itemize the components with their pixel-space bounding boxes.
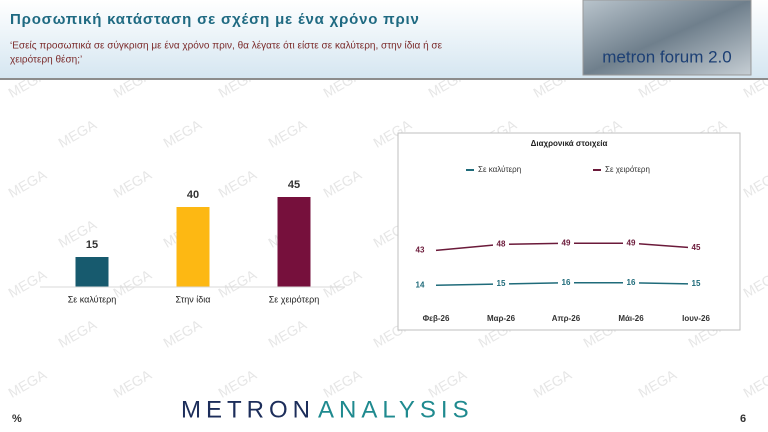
value-label: 15 <box>86 239 98 251</box>
label-bg <box>412 244 428 257</box>
value-label: 16 <box>627 278 636 287</box>
label-bg <box>688 278 704 290</box>
bar <box>75 257 109 287</box>
bar <box>277 197 311 287</box>
line-chart-panel <box>397 132 741 331</box>
label-bg <box>623 276 639 289</box>
label-bg <box>412 279 428 292</box>
bar <box>176 207 210 287</box>
label-bg <box>558 237 574 250</box>
value-label: 48 <box>497 240 506 249</box>
value-label: 45 <box>692 243 701 252</box>
value-label: 15 <box>692 279 701 288</box>
brand: ANALYSIS <box>318 396 474 423</box>
logo-image <box>582 0 752 76</box>
x-tick-label: Απρ-26 <box>552 314 581 323</box>
x-tick-label: Μάι-26 <box>618 314 644 323</box>
page-number: 6 <box>740 413 746 425</box>
x-tick-label: Σε χειρότερη <box>269 294 320 304</box>
value-label: 43 <box>416 246 425 255</box>
charts: 15 Σε καλύτερη 40 Στην ίδια 45 Σε χειρότερη Δι… <box>40 139 710 323</box>
chart-title: Διαχρονικά στοιχεία <box>531 139 608 148</box>
label-bg <box>623 237 639 250</box>
label-bg <box>493 278 509 290</box>
label-bg <box>688 242 704 254</box>
value-label: 16 <box>562 278 571 287</box>
brand: METRON <box>181 396 315 423</box>
label-bg <box>493 238 509 251</box>
x-tick-label: Μαρ-26 <box>487 314 516 323</box>
x-tick-label: Σε καλύτερη <box>68 294 117 304</box>
value-label: 45 <box>288 179 300 191</box>
legend-label: Σε χειρότερη <box>605 165 650 174</box>
logo-text: metron forum 2.0 <box>602 47 731 66</box>
value-label: 49 <box>562 238 571 247</box>
subtitle: ‘Εσείς προσωπικά σε σύγκριση με ένα χρόν… <box>10 40 443 52</box>
x-tick-label: Στην ίδια <box>176 294 211 304</box>
label-bg <box>558 276 574 289</box>
subtitle: χειρότερη θέση;’ <box>10 54 82 66</box>
unit: % <box>12 413 22 425</box>
value-label: 49 <box>627 238 636 247</box>
value-label: 40 <box>187 189 199 201</box>
title: Προσωπική κατάσταση σε σχέση με ένα χρόν… <box>10 11 420 28</box>
value-label: 15 <box>497 279 506 288</box>
x-tick-label: Ιουν-26 <box>682 314 710 323</box>
legend-label: Σε καλύτερη <box>478 165 521 174</box>
x-tick-label: Φεβ-26 <box>423 314 450 323</box>
value-label: 14 <box>416 280 425 289</box>
